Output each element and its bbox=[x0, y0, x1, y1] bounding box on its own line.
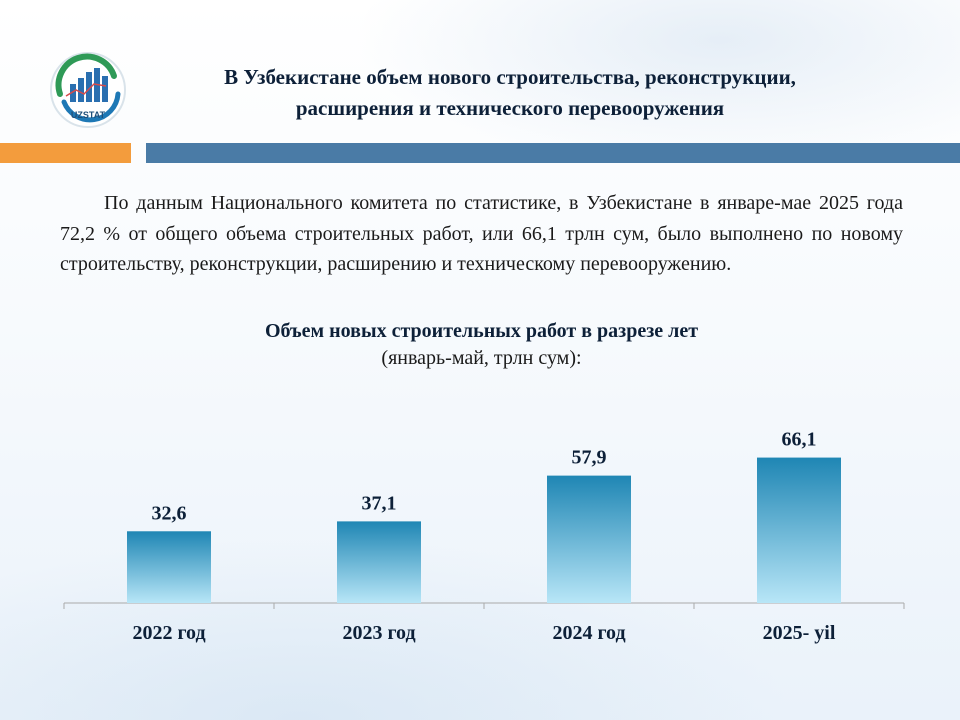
data-label-1: 37,1 bbox=[362, 492, 397, 514]
bar-3 bbox=[757, 457, 841, 603]
uzstat-logo: UZSTAT bbox=[48, 50, 128, 130]
data-label-0: 32,6 bbox=[152, 502, 187, 524]
category-label-2: 2024 год bbox=[552, 622, 625, 644]
bar-1 bbox=[337, 521, 421, 603]
page-title-line-1: В Узбекистане объем нового строительства… bbox=[224, 65, 796, 89]
svg-text:UZSTAT: UZSTAT bbox=[71, 110, 106, 120]
page-title-line-2: расширения и технического перевооружения bbox=[295, 96, 725, 120]
blue-divider bbox=[146, 143, 960, 163]
bar-0 bbox=[127, 531, 211, 603]
page-title: В Узбекистане объем нового строительства… bbox=[140, 62, 880, 124]
data-label-3: 66,1 bbox=[782, 429, 817, 451]
bar-2 bbox=[547, 475, 631, 603]
category-label-3: 2025- yil bbox=[763, 622, 836, 644]
chart-subtitle: (январь-май, трлн сум): bbox=[381, 347, 582, 369]
category-label-0: 2022 год bbox=[132, 622, 205, 644]
intro-paragraph: По данным Национального комитета по стат… bbox=[60, 192, 903, 275]
chart-title: Объем новых строительных работ в разрезе… bbox=[264, 320, 699, 342]
category-label-1: 2023 год bbox=[342, 622, 415, 644]
data-label-2: 57,9 bbox=[572, 447, 607, 469]
orange-divider bbox=[0, 143, 131, 163]
